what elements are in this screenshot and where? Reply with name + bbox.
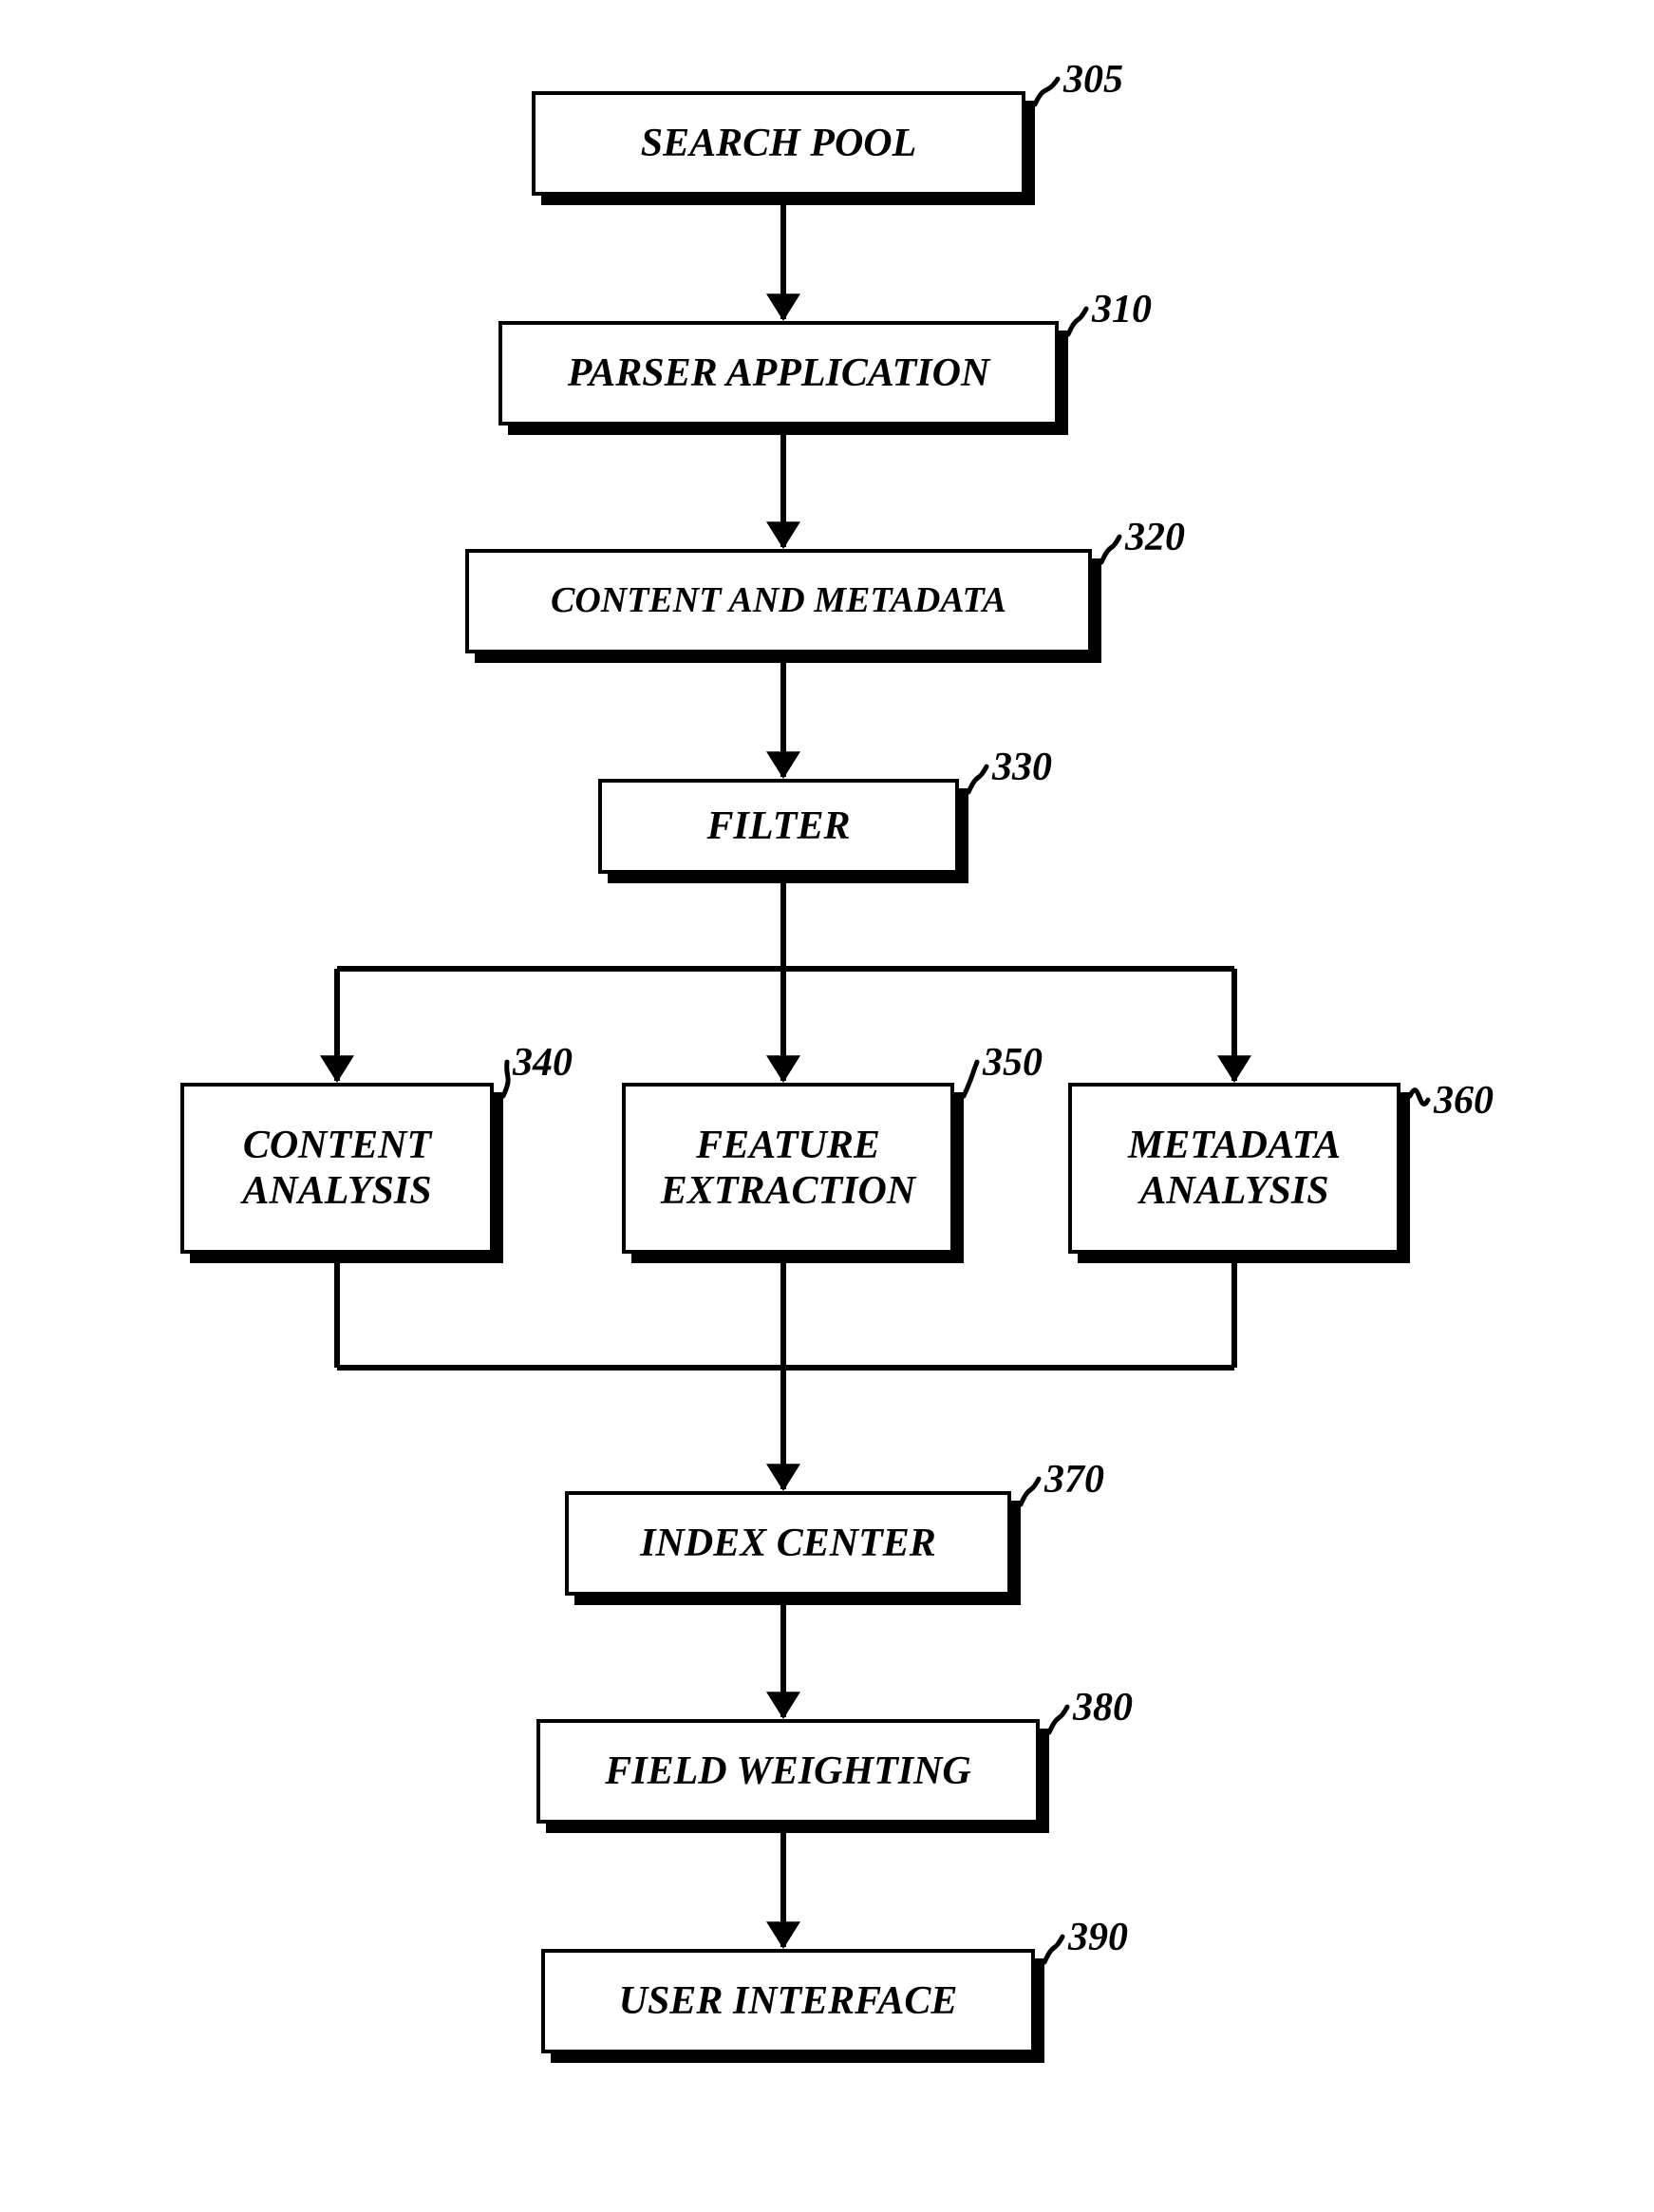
ref-label-320: 320 (1125, 515, 1185, 560)
box-shadow (1092, 558, 1101, 663)
ref-label-310: 310 (1092, 287, 1152, 332)
ref-label-340: 340 (513, 1040, 573, 1086)
flow-node-n360: METADATA ANALYSIS (1068, 1083, 1400, 1254)
flow-node-label: USER INTERFACE (619, 1978, 958, 2024)
ref-label-305: 305 (1063, 57, 1123, 103)
flow-node-n380: FIELD WEIGHTING (536, 1719, 1040, 1824)
ref-label-330: 330 (992, 745, 1052, 790)
flow-node-n310: PARSER APPLICATION (498, 321, 1059, 425)
flow-node-label: INDEX CENTER (640, 1521, 936, 1566)
flow-node-n350: FEATURE EXTRACTION (622, 1083, 954, 1254)
box-shadow (1025, 101, 1035, 205)
flow-node-n305: SEARCH POOL (532, 91, 1025, 196)
box-shadow (508, 425, 1068, 435)
box-shadow (1040, 1729, 1049, 1833)
ref-label-360: 360 (1434, 1078, 1494, 1124)
box-shadow (1078, 1254, 1410, 1263)
box-shadow (1035, 1958, 1044, 2063)
flow-node-label: PARSER APPLICATION (568, 350, 990, 396)
flow-node-label: FILTER (707, 804, 851, 849)
flow-node-n320: CONTENT AND METADATA (465, 549, 1092, 653)
flow-node-n330: FILTER (598, 779, 959, 874)
ref-label-390: 390 (1068, 1915, 1128, 1960)
box-shadow (546, 1824, 1049, 1833)
box-shadow (1059, 331, 1068, 435)
ref-label-380: 380 (1073, 1685, 1133, 1730)
box-shadow (608, 874, 968, 883)
box-shadow (190, 1254, 503, 1263)
box-shadow (1400, 1092, 1410, 1263)
box-shadow (954, 1092, 964, 1263)
flow-node-label: CONTENT ANALYSIS (242, 1123, 431, 1215)
box-shadow (475, 653, 1101, 663)
box-shadow (631, 1254, 964, 1263)
flow-node-n390: USER INTERFACE (541, 1949, 1035, 2053)
flow-node-n340: CONTENT ANALYSIS (180, 1083, 494, 1254)
ref-label-350: 350 (983, 1040, 1043, 1086)
flow-node-label: SEARCH POOL (641, 121, 917, 166)
flow-node-label: FIELD WEIGHTING (605, 1749, 970, 1794)
box-shadow (494, 1092, 503, 1263)
box-shadow (551, 2053, 1044, 2063)
box-shadow (959, 788, 968, 883)
flow-node-label: FEATURE EXTRACTION (661, 1123, 915, 1215)
flow-node-label: CONTENT AND METADATA (551, 580, 1006, 622)
flow-node-n370: INDEX CENTER (565, 1491, 1011, 1596)
box-shadow (541, 196, 1035, 205)
box-shadow (574, 1596, 1021, 1605)
flow-node-label: METADATA ANALYSIS (1128, 1123, 1341, 1215)
ref-label-370: 370 (1044, 1457, 1104, 1503)
box-shadow (1011, 1501, 1021, 1605)
